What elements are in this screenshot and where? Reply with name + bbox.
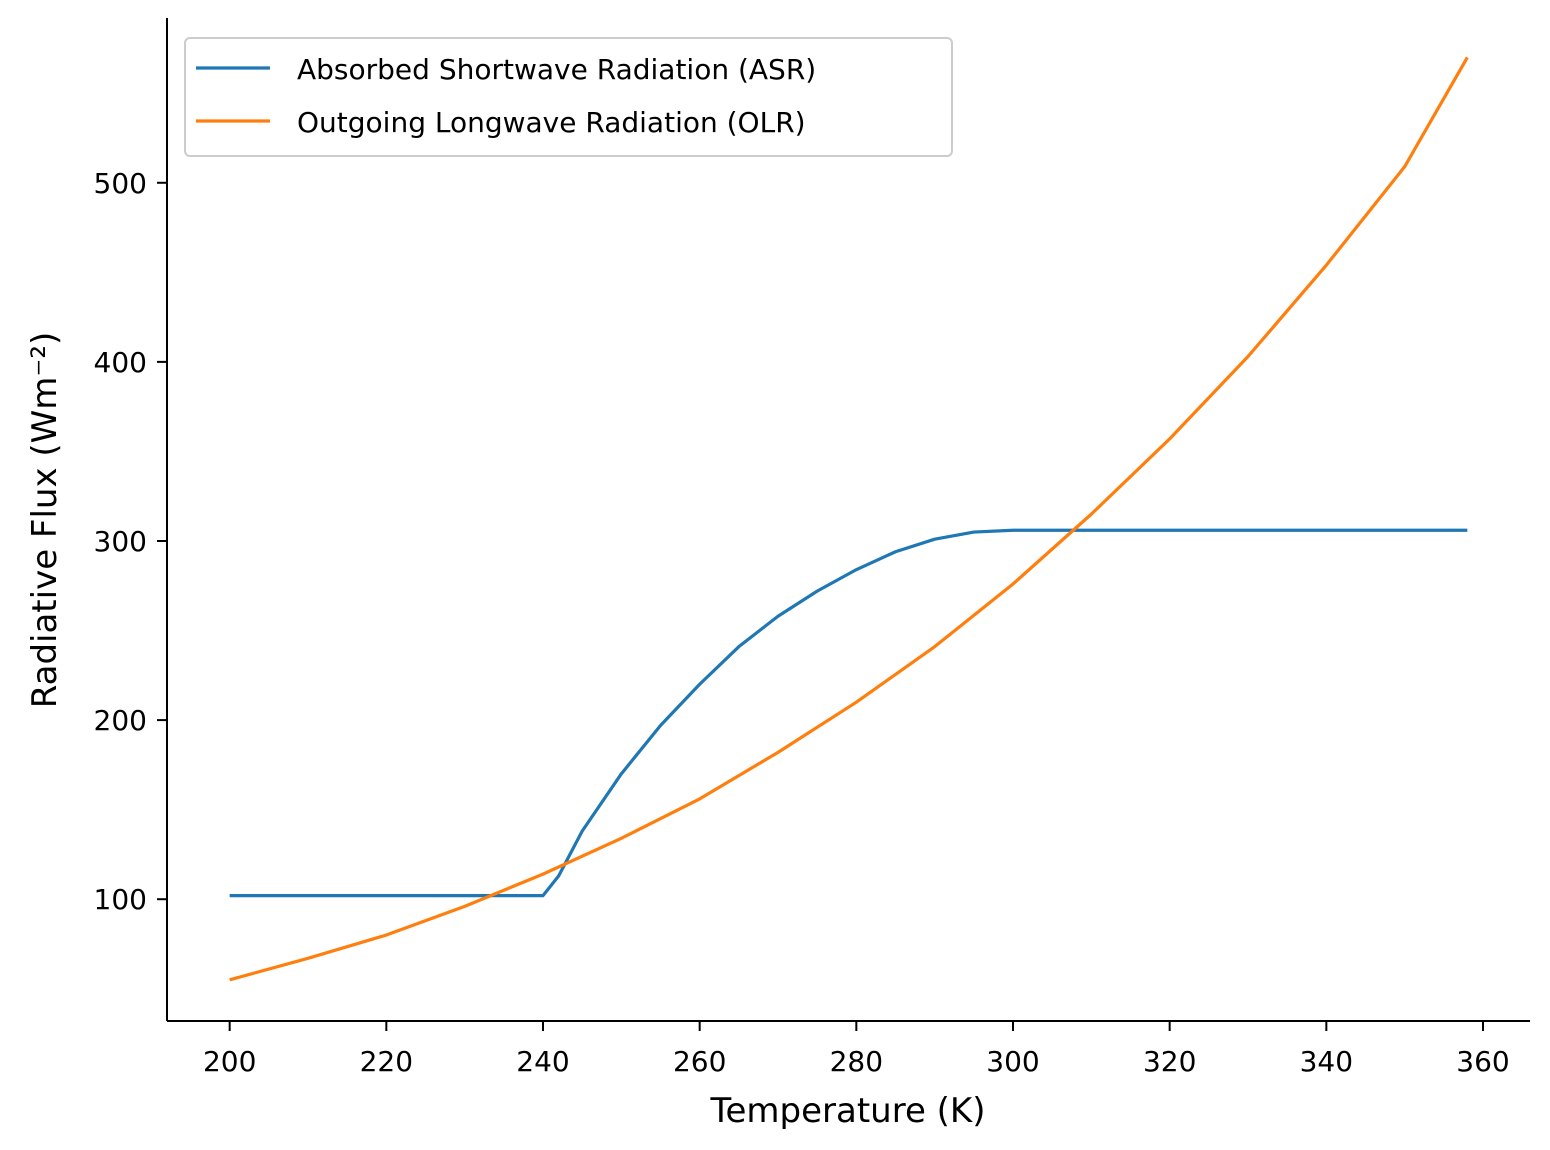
y-tick-label: 400 [94, 346, 147, 379]
legend-label-asr: Absorbed Shortwave Radiation (ASR) [297, 53, 816, 86]
series-line-1 [229, 56, 1469, 982]
legend: Absorbed Shortwave Radiation (ASR) Outgo… [184, 37, 953, 157]
y-tick-label: 200 [94, 704, 147, 737]
x-tick-label: 260 [673, 1045, 726, 1078]
ticks: 200 220 240 260 280 300 320 340 360 100 200 300 400 5… [94, 167, 1510, 1078]
plot-lines [229, 56, 1469, 982]
y-tick-label: 100 [94, 883, 147, 916]
legend-label-olr: Outgoing Longwave Radiation (OLR) [297, 106, 806, 139]
x-tick-label: 300 [986, 1045, 1039, 1078]
x-tick-label: 360 [1456, 1045, 1509, 1078]
y-tick-label: 500 [94, 167, 147, 200]
x-axis-title: Temperature (K) [709, 1091, 985, 1131]
x-tick-label: 200 [203, 1045, 256, 1078]
legend-box [184, 37, 953, 157]
axes [166, 18, 1530, 1022]
x-tick-label: 220 [360, 1045, 413, 1078]
series-line-0 [229, 528, 1468, 898]
x-tick-label: 240 [516, 1045, 569, 1078]
x-tick-label: 340 [1300, 1045, 1353, 1078]
x-tick-label: 320 [1143, 1045, 1196, 1078]
y-axis-title: Radiative Flux (Wm⁻²) [25, 332, 65, 709]
x-tick-label: 280 [830, 1045, 883, 1078]
y-tick-label: 300 [94, 525, 147, 558]
